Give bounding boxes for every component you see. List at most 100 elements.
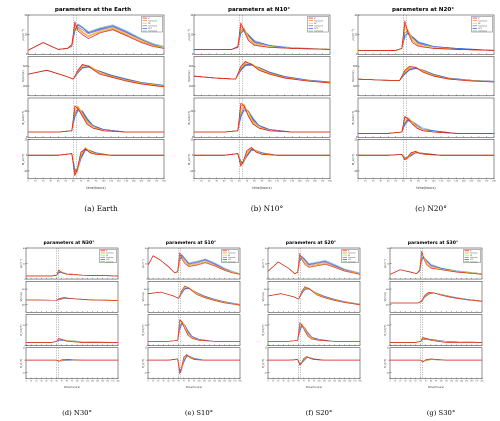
x-tick-label: 50 <box>51 381 53 383</box>
x-tick-label: 130 <box>455 381 458 383</box>
x-tick-label: 10 <box>272 381 274 383</box>
y-tick-label: 400 <box>144 304 148 306</box>
x-tick-label: 100 <box>440 381 443 383</box>
legend-label: Cartesian <box>470 256 478 259</box>
x-tick-label: 170 <box>475 381 478 383</box>
x-tick-label: 140 <box>218 381 221 383</box>
x-tick-label: 170 <box>485 181 490 183</box>
legend-label: IC <box>314 18 317 20</box>
x-axis-label: time(hours) <box>186 385 202 389</box>
series-line-1 <box>147 252 241 275</box>
x-tick-label: 180 <box>116 381 119 383</box>
subplot-3: B_tot(nT)020 <box>351 97 495 139</box>
x-tick-label: 120 <box>328 381 331 383</box>
x-tick-label: 160 <box>348 381 351 383</box>
series-line-1 <box>358 150 494 161</box>
x-tick-label: 60 <box>402 181 405 183</box>
y-axis-label: ρ(cm⁻³) <box>142 259 145 268</box>
y-tick-label: 0 <box>26 136 28 139</box>
legend-label: GF <box>478 23 481 25</box>
subplot-2: V(km/s) 400 600 <box>187 56 331 97</box>
y-axis-label: B_tot(nT) <box>384 324 387 335</box>
y-tick-label: 20 <box>354 110 357 113</box>
y-tick-label: 20 <box>145 263 148 265</box>
legend-label: Cartesian <box>106 260 114 263</box>
subplot-axes <box>193 56 331 97</box>
x-tick-label: 50 <box>231 181 234 183</box>
series-line-1 <box>26 269 119 277</box>
x-axis-label: time(hours) <box>306 385 322 389</box>
legend-label: Cartesian <box>478 25 488 28</box>
y-tick-label: 0 <box>24 279 26 281</box>
x-tick-label: 100 <box>318 381 321 383</box>
subplot-2: V(km/s) 400 600 <box>384 281 483 313</box>
x-tick-label: 10 <box>200 181 203 183</box>
series-line-1 <box>27 21 165 51</box>
subplot-axes <box>357 56 495 97</box>
y-axis-label: ρ(cm⁻³) <box>384 259 387 268</box>
panel-title: parameters at S30° <box>408 240 458 246</box>
y-axis-label: B_z(nT) <box>187 154 191 165</box>
subplot-3: B_tot(nT)020 <box>384 314 483 347</box>
x-tick-label: 150 <box>223 381 226 383</box>
y-tick-label: 20 <box>354 138 357 141</box>
x-tick-label: 170 <box>111 381 114 383</box>
x-tick-label: 80 <box>66 381 68 383</box>
x-tick-label: 10 <box>152 381 154 383</box>
subplot-axes <box>267 281 361 313</box>
x-tick-label: 0 <box>389 381 390 383</box>
series-line-1 <box>358 20 495 51</box>
x-axis-label: time(hours) <box>252 186 271 190</box>
x-axis-label: time(hours) <box>64 385 80 389</box>
legend-label: Cartesian <box>228 256 236 259</box>
subplot-1: ρ(cm⁻³)02040ICCartesianGFCartesianGCFCar… <box>262 247 361 281</box>
y-tick-label: 40 <box>354 14 357 17</box>
subplot-2: V(km/s) 400 600 <box>262 281 361 313</box>
x-tick-label: 130 <box>333 381 336 383</box>
x-tick-label: 50 <box>293 381 295 383</box>
series-line-1 <box>194 147 330 167</box>
x-tick-label: 80 <box>253 181 256 183</box>
legend-label: Cartesian <box>478 19 488 22</box>
series-line-1 <box>27 64 165 88</box>
x-tick-label: 40 <box>45 381 47 383</box>
x-tick-label: 40 <box>223 181 226 183</box>
y-tick-label: 20 <box>265 263 268 265</box>
x-tick-label: 80 <box>417 181 420 183</box>
x-tick-label: 180 <box>358 381 361 383</box>
subplot-2: V(km/s) 400 600 <box>142 281 241 313</box>
x-tick-label: 40 <box>167 381 169 383</box>
panel-g: parameters at S30°(g) S30°ρ(cm⁻³)02040IC… <box>384 240 484 417</box>
x-tick-label: 150 <box>343 381 346 383</box>
subplot-axes <box>147 347 241 380</box>
y-tick-label: 0 <box>192 154 194 157</box>
y-axis-label: B_tot(nT) <box>20 324 23 335</box>
y-axis-label: B_z(nT) <box>384 359 387 368</box>
y-tick-label: 40 <box>145 248 148 250</box>
y-tick-label: 20 <box>387 348 390 350</box>
subplot-1: ρ(cm⁻³)02040ICCartesianGFCartesianGCFCar… <box>187 14 331 56</box>
x-tick-label: 90 <box>71 381 73 383</box>
x-tick-label: 120 <box>447 181 452 183</box>
y-tick-label: 20 <box>145 325 148 327</box>
x-tick-label: 60 <box>56 381 58 383</box>
x-tick-label: 150 <box>469 181 474 183</box>
legend-label: Cartesian <box>106 252 114 255</box>
x-tick-label: 30 <box>40 381 42 383</box>
x-tick-label: 30 <box>162 381 164 383</box>
legend-label: Cartesian <box>478 30 488 33</box>
series-line-1 <box>390 291 483 304</box>
y-tick-label: -20 <box>144 372 148 374</box>
subplot-3: B_tot(nT)020 <box>20 314 119 347</box>
x-tick-label: 90 <box>435 381 437 383</box>
x-tick-label: 70 <box>425 381 427 383</box>
legend-label: IC <box>348 251 350 253</box>
x-tick-label: 140 <box>338 381 341 383</box>
x-tick-label: 40 <box>387 181 390 183</box>
x-tick-label: 180 <box>162 181 167 183</box>
subplot-1: ρ(cm⁻³)02040ICCartesianGFCartesianGCFCar… <box>142 247 241 281</box>
legend-label: GCF <box>314 28 318 30</box>
